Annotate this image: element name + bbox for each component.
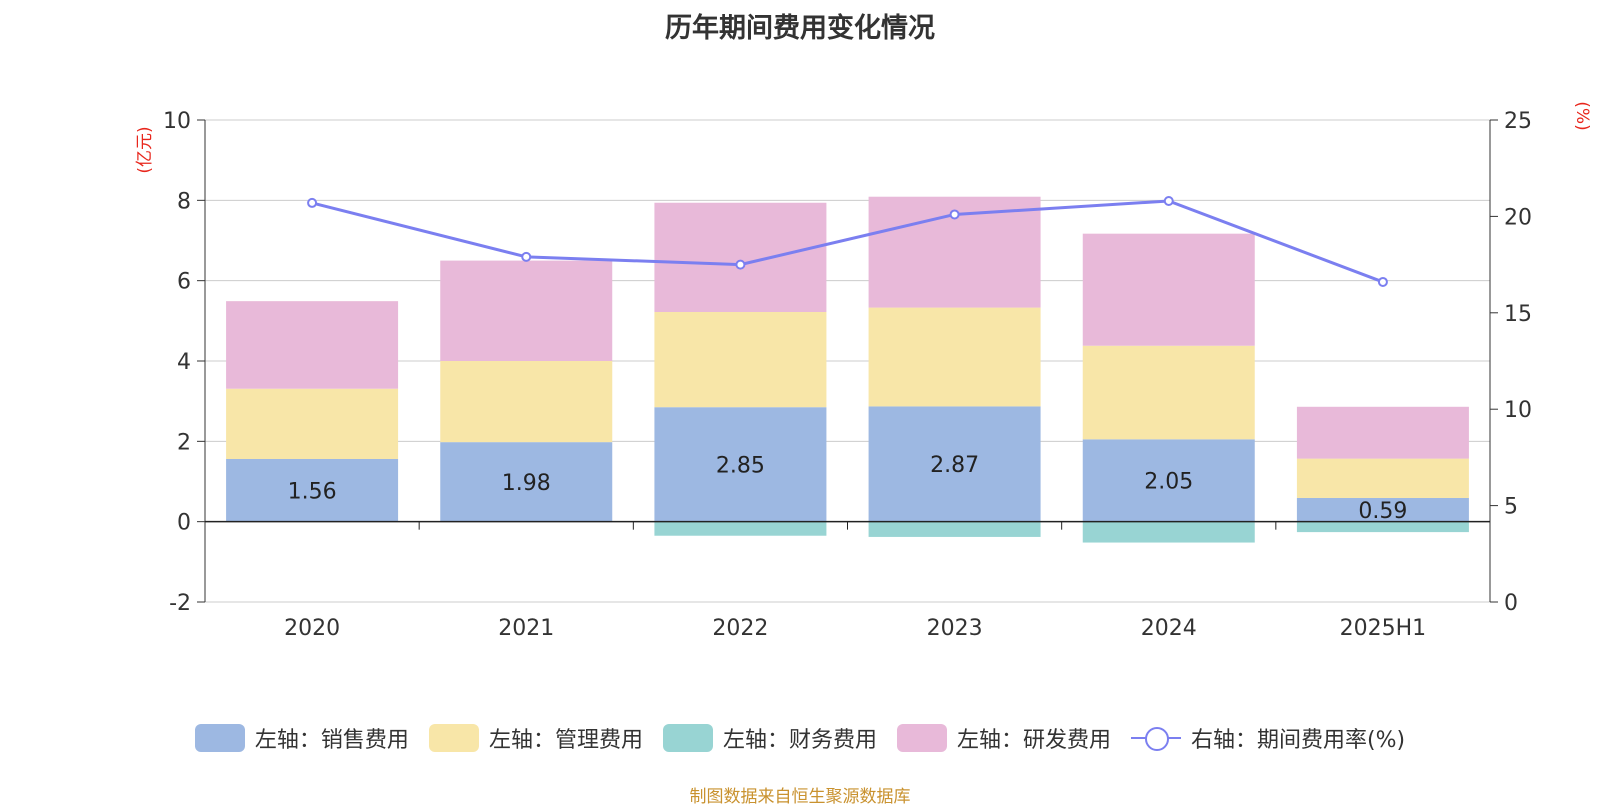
ratio-point [307,197,318,208]
bar-admin [654,311,827,408]
legend-label-admin: 左轴：管理费用 [488,728,643,753]
x-axis-tick-label: 2023 [927,616,983,641]
legend-swatch-finance [662,724,713,752]
bar-sales [654,407,827,522]
left-axis-tick-label: 10 [163,109,191,134]
x-axis-tick-label: 2021 [498,616,554,641]
bar-rd [654,202,827,312]
chart-title: 历年期间费用变化情况 [665,13,935,44]
bar-admin [226,388,399,460]
left-axis-tick-label: 6 [177,270,191,295]
data-label-sales: 2.05 [1144,469,1193,494]
bar-rd [1296,406,1469,459]
legend-label-sales: 左轴：销售费用 [254,728,409,753]
data-label-sales: 1.98 [502,471,551,496]
legend-item-ratio[interactable]: 右轴：期间费用率(%) [1130,722,1406,754]
ratio-point [949,209,960,220]
source-note: 制图数据来自恒生聚源数据库 [689,787,911,807]
x-axis-tick-label: 2022 [712,616,768,641]
data-label-sales: 0.59 [1358,499,1407,524]
bar-admin [440,361,613,443]
bar-sales [1296,497,1469,522]
left-axis-tick-label: 4 [177,350,191,375]
bar-rd [226,301,399,389]
bar-admin [868,307,1041,407]
bar-sales [440,442,613,522]
bar-admin [1296,458,1469,498]
bar-sales [226,459,399,522]
bar-sales [868,406,1041,522]
legend-swatch-rd [896,724,947,752]
legend-swatch-admin [428,724,479,752]
bar-rd [1082,233,1255,346]
bar-rd [440,260,613,361]
bar-sales [1082,439,1255,522]
ratio-point [521,251,532,262]
x-axis-tick-label: 2025H1 [1340,616,1427,641]
legend-label-finance: 左轴：财务费用 [722,728,877,753]
left-axis-unit: (亿元) [135,126,155,173]
right-axis-tick-label: 5 [1504,495,1518,520]
bar-finance [1082,521,1255,543]
right-axis-tick-label: 25 [1504,109,1532,134]
legend: 左轴：销售费用 左轴：管理费用 左轴：财务费用 左轴：研发费用 右轴：期间费用率… [0,722,1600,754]
bar-finance [868,521,1041,537]
legend-line-marker-icon [1130,724,1181,752]
left-axis-tick-label: 8 [177,189,191,214]
right-axis-unit: (%) [1572,101,1592,130]
right-axis-tick-label: 0 [1504,591,1518,616]
left-axis-tick-label: -2 [169,591,191,616]
bar-finance [654,521,827,536]
left-axis-tick-label: 0 [177,511,191,536]
ratio-point [1163,195,1174,206]
legend-label-ratio: 右轴：期间费用率(%) [1190,728,1406,753]
legend-swatch-sales [194,724,245,752]
right-axis-tick-label: 20 [1504,205,1532,230]
legend-item-sales[interactable]: 左轴：销售费用 [194,722,409,754]
bar-admin [1082,345,1255,440]
data-label-sales: 2.87 [930,453,979,478]
ratio-point [1377,276,1388,287]
bar-finance [1296,521,1469,533]
left-axis-tick-label: 2 [177,430,191,455]
ratio-line [311,199,1384,284]
x-axis-tick-label: 2020 [284,616,340,641]
right-axis-tick-label: 10 [1504,398,1532,423]
legend-label-rd: 左轴：研发费用 [956,728,1111,753]
ratio-point [735,259,746,270]
right-axis-tick-label: 15 [1504,302,1532,327]
legend-item-admin[interactable]: 左轴：管理费用 [428,722,643,754]
data-label-sales: 1.56 [288,479,337,504]
x-axis-tick-label: 2024 [1141,616,1197,641]
legend-item-rd[interactable]: 左轴：研发费用 [896,722,1111,754]
legend-item-finance[interactable]: 左轴：财务费用 [662,722,877,754]
data-label-sales: 2.85 [716,453,765,478]
